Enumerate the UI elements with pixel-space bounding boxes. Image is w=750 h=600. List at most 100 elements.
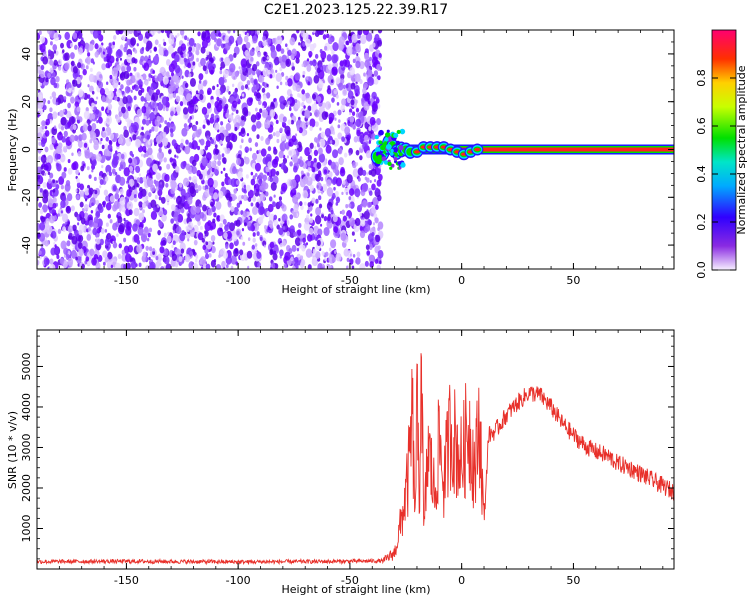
noise-speck	[326, 33, 330, 39]
noise-speck	[197, 128, 202, 135]
noise-speck	[239, 145, 243, 149]
noise-speck	[275, 170, 280, 176]
noise-speck	[299, 261, 305, 269]
noise-speck	[162, 75, 169, 85]
noise-speck	[355, 43, 361, 52]
noise-speck	[104, 176, 109, 182]
noise-speck	[170, 179, 177, 190]
noise-speck	[301, 245, 306, 252]
noise-speck	[133, 189, 138, 197]
noise-speck	[169, 115, 173, 120]
noise-speck	[154, 194, 158, 200]
noise-speck	[183, 52, 187, 58]
noise-speck	[319, 48, 323, 54]
noise-speck	[107, 90, 114, 100]
noise-speck	[247, 87, 250, 91]
noise-speck	[274, 59, 279, 66]
noise-speck	[119, 57, 122, 61]
noise-speck	[264, 191, 269, 197]
noise-speck	[60, 210, 63, 214]
noise-speck	[299, 93, 303, 99]
noise-speck	[364, 58, 372, 69]
noise-speck	[171, 253, 177, 262]
noise-speck	[379, 260, 382, 265]
noise-speck	[118, 111, 123, 117]
noise-speck	[355, 118, 362, 128]
noise-speck	[193, 239, 198, 246]
noise-speck	[234, 126, 238, 132]
noise-speck	[213, 192, 219, 200]
noise-speck	[267, 161, 273, 169]
noise-speck	[309, 125, 313, 132]
noise-speck	[265, 166, 270, 173]
noise-speckle	[37, 30, 384, 269]
noise-speck	[92, 30, 100, 39]
noise-speck	[104, 87, 109, 95]
noise-speck	[88, 174, 92, 179]
noise-speck	[199, 138, 205, 146]
noise-speck	[366, 172, 369, 176]
noise-speck	[223, 147, 226, 151]
noise-speck	[119, 176, 126, 186]
noise-speck	[57, 34, 61, 38]
noise-speck	[275, 119, 279, 125]
noise-speck	[188, 122, 193, 128]
noise-speck	[183, 65, 186, 69]
noise-speck	[376, 179, 382, 187]
noise-speck	[96, 120, 99, 124]
noise-speck	[187, 118, 191, 123]
noise-speck	[80, 165, 85, 172]
noise-speck	[57, 228, 62, 234]
colorbar: 0.0 0.2 0.4 0.6 0.8 Normalized spectral ampl…	[695, 29, 748, 279]
noise-speck	[234, 247, 239, 254]
noise-speck	[276, 224, 280, 230]
noise-speck	[204, 230, 209, 237]
noise-speck	[130, 37, 137, 46]
noise-speck	[49, 158, 52, 163]
noise-speck	[175, 105, 182, 113]
noise-speck	[261, 87, 266, 93]
noise-speck	[37, 132, 43, 141]
signal-speck	[398, 166, 402, 170]
noise-speck	[338, 148, 343, 155]
noise-speck	[105, 136, 109, 142]
noise-speck	[312, 248, 317, 255]
noise-speck	[53, 32, 60, 42]
noise-speck	[49, 258, 54, 265]
noise-speck	[47, 171, 51, 176]
noise-speck	[197, 31, 201, 37]
noise-speck	[244, 49, 250, 57]
noise-speck	[311, 166, 316, 173]
noise-speck	[158, 166, 162, 171]
noise-speck	[352, 253, 356, 258]
noise-speck	[337, 109, 342, 116]
noise-speck	[94, 189, 98, 195]
noise-speck	[340, 232, 347, 242]
noise-speck	[212, 85, 216, 91]
noise-speck	[103, 189, 109, 196]
noise-speck	[250, 171, 254, 176]
noise-speck	[278, 227, 284, 236]
noise-speck	[103, 57, 107, 62]
noise-speck	[373, 78, 379, 85]
noise-speck	[257, 31, 260, 35]
noise-speck	[198, 173, 203, 180]
noise-speck	[304, 38, 311, 48]
noise-speck	[364, 61, 368, 66]
noise-speck	[355, 93, 358, 97]
noise-speck	[247, 265, 250, 269]
top-y-tick-label: 20	[20, 95, 33, 109]
noise-speck	[245, 41, 251, 49]
noise-speck	[53, 50, 57, 54]
noise-speck	[265, 92, 271, 99]
noise-speck	[258, 178, 263, 185]
noise-speck	[246, 73, 249, 78]
noise-speck	[231, 233, 238, 242]
noise-speck	[330, 239, 337, 249]
noise-speck	[197, 145, 201, 151]
noise-speck	[270, 68, 274, 74]
noise-speck	[252, 63, 258, 72]
noise-speck	[158, 220, 163, 228]
noise-speck	[108, 42, 112, 47]
noise-speck	[153, 141, 157, 147]
